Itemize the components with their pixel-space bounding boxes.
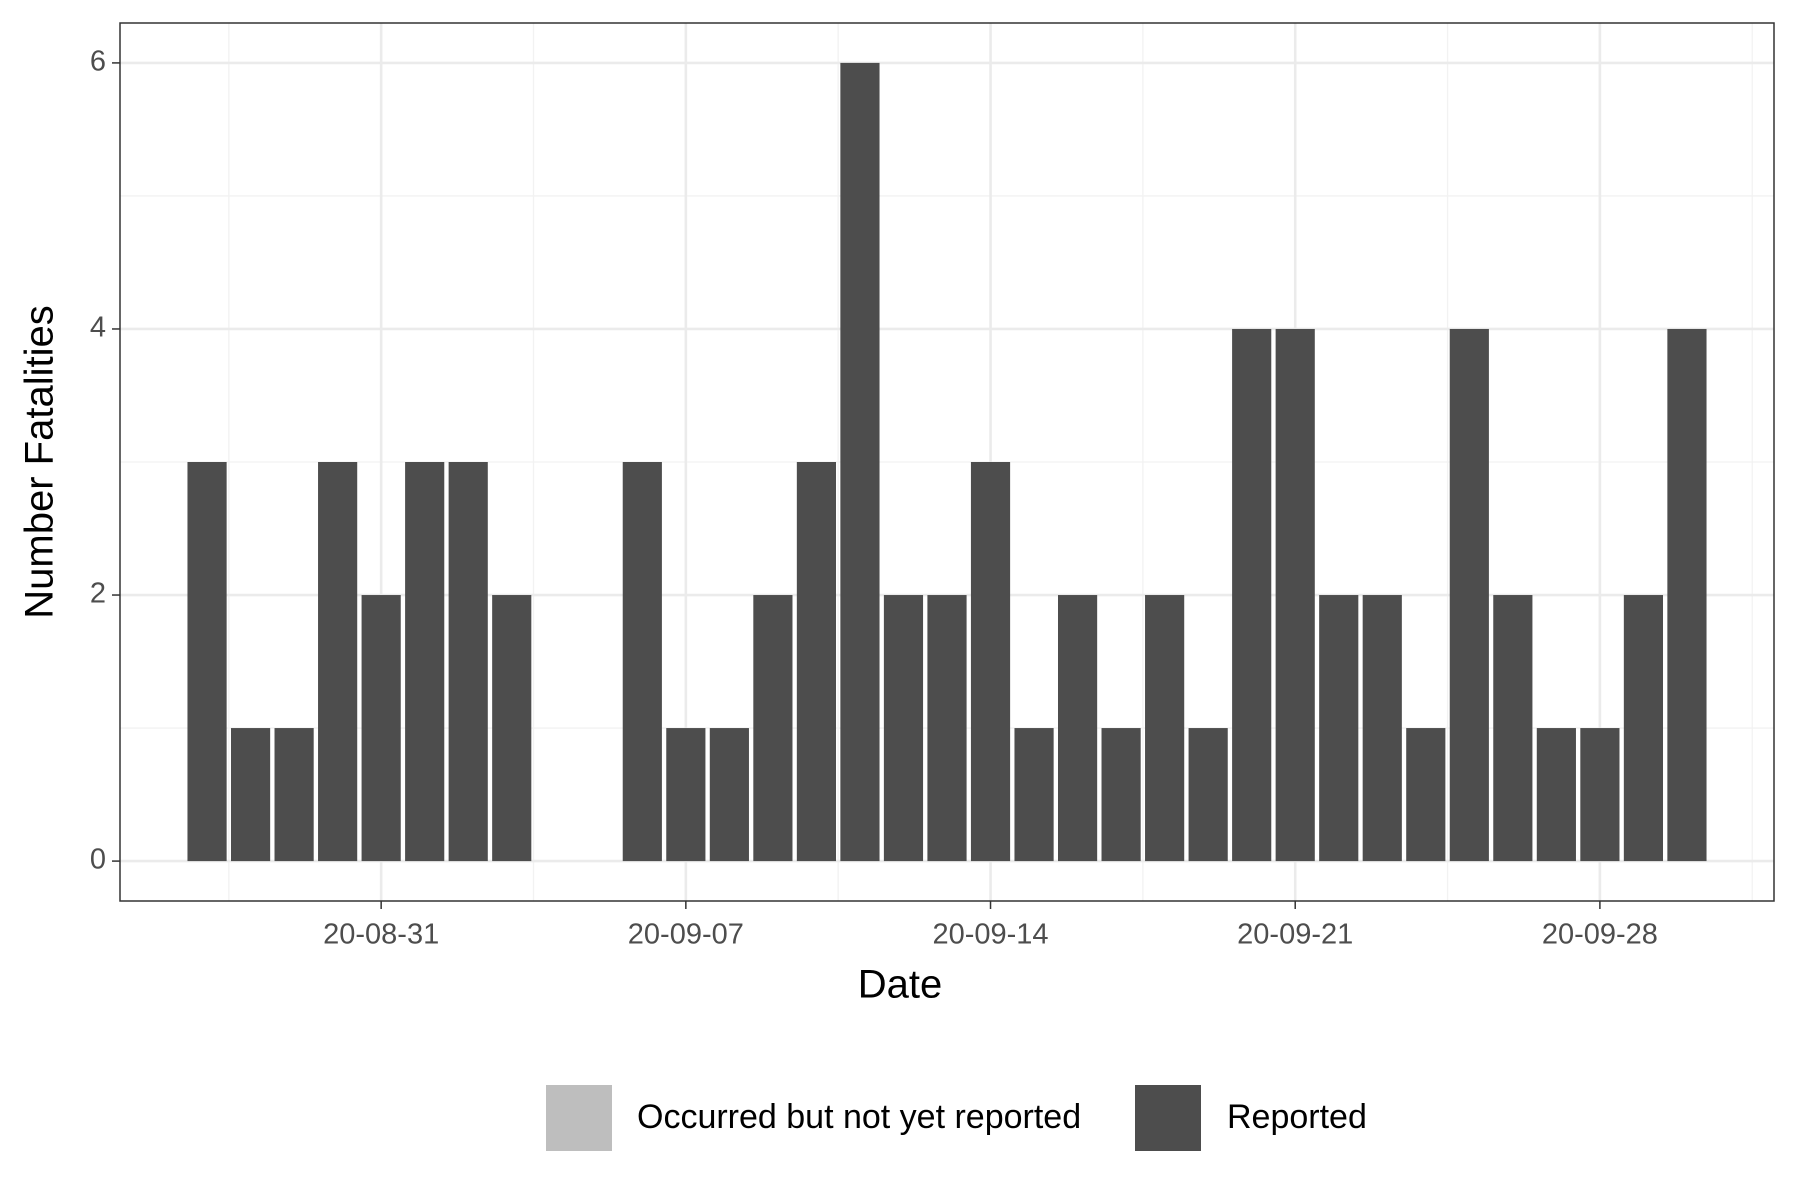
x-tick-label: 20-09-21 — [1237, 919, 1353, 951]
bar — [709, 728, 749, 862]
legend-label: Reported — [1227, 1098, 1367, 1136]
bar — [274, 728, 314, 862]
x-axis-title: Date — [858, 963, 943, 1007]
x-tick-label: 20-09-28 — [1542, 919, 1658, 951]
bar — [927, 595, 967, 862]
legend-label: Occurred but not yet reported — [637, 1098, 1081, 1136]
bar — [1014, 728, 1054, 862]
bar — [1188, 728, 1228, 862]
y-axis-title: Number Fatalities — [18, 305, 62, 618]
bar — [622, 462, 662, 862]
legend-swatch — [1135, 1085, 1201, 1151]
bar — [230, 728, 271, 862]
bar — [1319, 595, 1359, 862]
bar — [970, 462, 1011, 862]
bar — [840, 62, 880, 862]
legend-swatch — [546, 1085, 612, 1151]
bar — [361, 595, 401, 862]
bar — [1667, 328, 1707, 862]
bar — [1232, 328, 1272, 862]
x-tick-label: 20-09-14 — [932, 919, 1048, 951]
bar — [1362, 595, 1402, 862]
bar — [1580, 728, 1620, 862]
y-tick-label: 6 — [90, 46, 106, 78]
x-tick-label: 20-08-31 — [323, 919, 439, 951]
bar — [318, 462, 358, 862]
x-tick-label: 20-09-07 — [628, 919, 744, 951]
bar — [1145, 595, 1185, 862]
bar — [448, 462, 488, 862]
bar — [1101, 728, 1141, 862]
plot-border — [119, 22, 1775, 902]
bar — [1406, 728, 1446, 862]
bar — [1536, 728, 1576, 862]
bar — [405, 462, 445, 862]
y-tick-label: 4 — [90, 312, 106, 344]
bar — [1493, 595, 1533, 862]
bar — [492, 595, 532, 862]
bar — [187, 462, 227, 862]
bar — [1623, 595, 1664, 862]
bar — [666, 728, 706, 862]
y-tick-label: 0 — [90, 844, 106, 876]
bar — [1449, 328, 1489, 862]
y-tick-label: 2 — [90, 578, 106, 610]
bar — [883, 595, 924, 862]
bar — [753, 595, 793, 862]
bar — [1275, 328, 1315, 862]
bar — [796, 462, 837, 862]
bar — [1057, 595, 1098, 862]
